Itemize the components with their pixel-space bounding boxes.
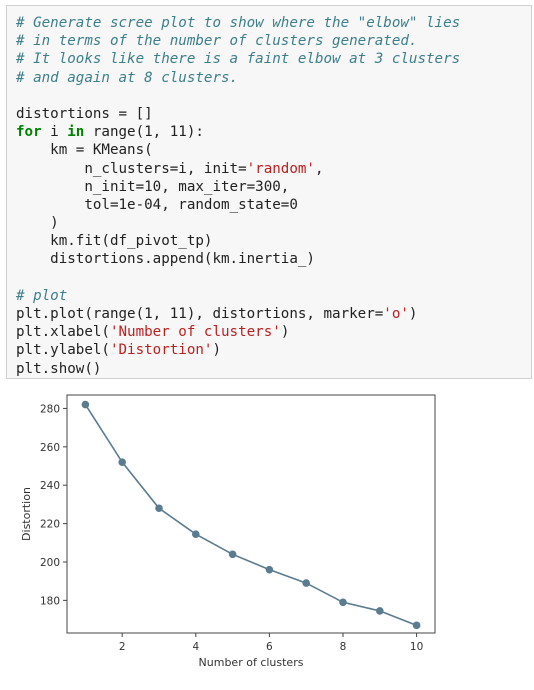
- code-token: km = KMeans(: [16, 142, 153, 158]
- code-line: plt.show(): [16, 360, 460, 378]
- code-token: tol=1e-04, random_state=0: [16, 197, 298, 213]
- code-comment: # and again at 8 clusters.: [16, 70, 238, 86]
- data-point: [339, 598, 347, 606]
- code-cell[interactable]: # Generate scree plot to show where the …: [6, 5, 532, 379]
- series-line: [85, 405, 416, 626]
- data-point: [229, 551, 237, 559]
- x-tick-label: 2: [119, 641, 126, 653]
- code-token: n_clusters=i, init=: [16, 161, 247, 177]
- code-token: distortions.append(km.inertia_): [16, 251, 315, 267]
- code-line: distortions.append(km.inertia_): [16, 250, 460, 268]
- code-line: [16, 87, 460, 105]
- y-tick-label: 220: [40, 519, 60, 531]
- code-token: plt.ylabel(: [16, 342, 110, 358]
- data-point: [118, 458, 126, 466]
- data-point: [302, 579, 310, 587]
- y-tick-label: 180: [40, 595, 60, 607]
- code-string: 'Distortion': [110, 342, 213, 358]
- data-point: [192, 530, 200, 538]
- y-axis-label: Distortion: [20, 487, 33, 541]
- code-token: ): [16, 215, 59, 231]
- code-line: plt.plot(range(1, 11), distortions, mark…: [16, 305, 460, 323]
- code-line: tol=1e-04, random_state=0: [16, 196, 460, 214]
- cell-output: 2 4 6 8 10 180 200 220 240 260 280 Number of clust…: [0, 385, 534, 685]
- code-comment: # It looks like there is a faint elbow a…: [16, 51, 460, 67]
- data-point: [413, 622, 421, 630]
- code-token: plt.xlabel(: [16, 324, 110, 340]
- code-line: for i in range(1, 11):: [16, 123, 460, 141]
- code-editor[interactable]: # Generate scree plot to show where the …: [16, 14, 460, 378]
- code-line: n_clusters=i, init='random',: [16, 160, 460, 178]
- code-token: plt.show(): [16, 361, 101, 377]
- code-token: distortions = []: [16, 106, 153, 122]
- code-line: # It looks like there is a faint elbow a…: [16, 50, 460, 68]
- code-token: ): [409, 306, 418, 322]
- distortion-line-chart: 2 4 6 8 10 180 200 220 240 260 280 Number of clust…: [0, 385, 534, 685]
- x-axis-label: Number of clusters: [199, 656, 304, 669]
- code-token: ,: [315, 161, 324, 177]
- data-point: [376, 607, 384, 615]
- code-string: 'random': [247, 161, 315, 177]
- code-token: plt.plot(range(1, 11), distortions, mark…: [16, 306, 383, 322]
- code-token: n_init=10, max_iter=300,: [16, 179, 289, 195]
- code-line: n_init=10, max_iter=300,: [16, 178, 460, 196]
- plot-frame: [67, 395, 435, 633]
- y-tick-label: 240: [40, 480, 60, 492]
- code-string: 'Number of clusters': [110, 324, 281, 340]
- code-comment: # plot: [16, 288, 67, 304]
- code-string: 'o': [383, 306, 409, 322]
- x-tick-label: 10: [410, 641, 423, 653]
- code-line: # in terms of the number of clusters gen…: [16, 32, 460, 50]
- x-tick-label: 4: [192, 641, 199, 653]
- data-point: [266, 566, 274, 574]
- code-line: plt.xlabel('Number of clusters'): [16, 323, 460, 341]
- code-line: distortions = []: [16, 105, 460, 123]
- code-token: ): [212, 342, 221, 358]
- code-line: # and again at 8 clusters.: [16, 69, 460, 87]
- code-line: plt.ylabel('Distortion'): [16, 341, 460, 359]
- code-token: range(1, 11):: [84, 124, 204, 140]
- code-line: # plot: [16, 287, 460, 305]
- y-tick-label: 260: [40, 442, 60, 454]
- y-tick-label: 200: [40, 557, 60, 569]
- x-tick-label: 8: [340, 641, 347, 653]
- code-line: # Generate scree plot to show where the …: [16, 14, 460, 32]
- code-token: i: [42, 124, 68, 140]
- code-keyword: for: [16, 124, 42, 140]
- code-line: [16, 269, 460, 287]
- code-line: km.fit(df_pivot_tp): [16, 232, 460, 250]
- code-line: ): [16, 214, 460, 232]
- code-token: km.fit(df_pivot_tp): [16, 233, 212, 249]
- data-point: [155, 504, 163, 512]
- code-comment: # Generate scree plot to show where the …: [16, 15, 460, 31]
- y-tick-label: 280: [40, 403, 60, 415]
- code-token: ): [281, 324, 290, 340]
- code-keyword: in: [67, 124, 84, 140]
- data-point: [82, 401, 90, 409]
- code-line: km = KMeans(: [16, 141, 460, 159]
- x-tick-label: 6: [266, 641, 273, 653]
- code-comment: # in terms of the number of clusters gen…: [16, 33, 417, 49]
